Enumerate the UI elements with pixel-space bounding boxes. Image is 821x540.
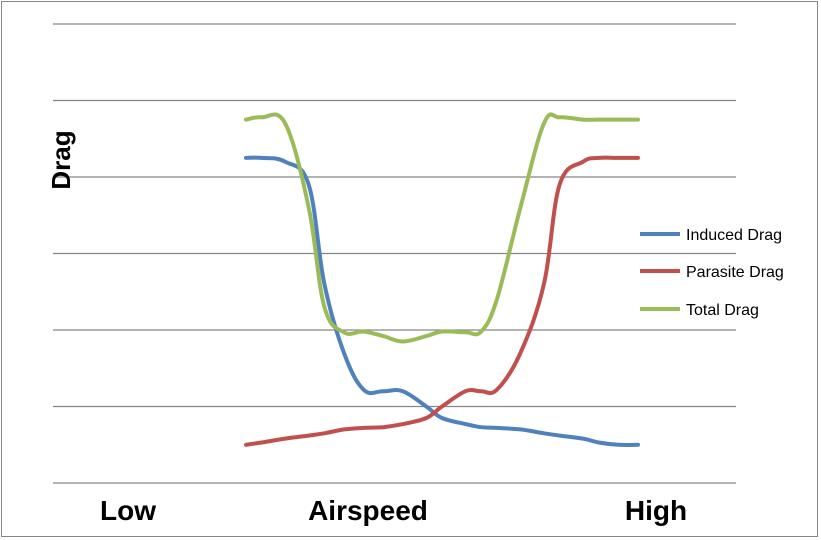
series-line-induced-drag [244,155,640,447]
legend-label-parasite: Parasite Drag [686,264,784,281]
series-line-total-drag [244,112,640,344]
series-line-parasite-drag [244,155,640,447]
series-lines [244,112,640,447]
x-tick-low: Low [100,495,156,526]
gridlines [53,23,736,484]
legend-label-total: Total Drag [686,302,759,319]
x-tick-high: High [625,495,687,526]
y-axis-label: Drag [46,130,76,189]
x-axis-label: Airspeed [308,495,428,526]
legend: Induced Drag Parasite Drag Total Drag [640,227,784,319]
legend-label-induced: Induced Drag [686,227,782,244]
